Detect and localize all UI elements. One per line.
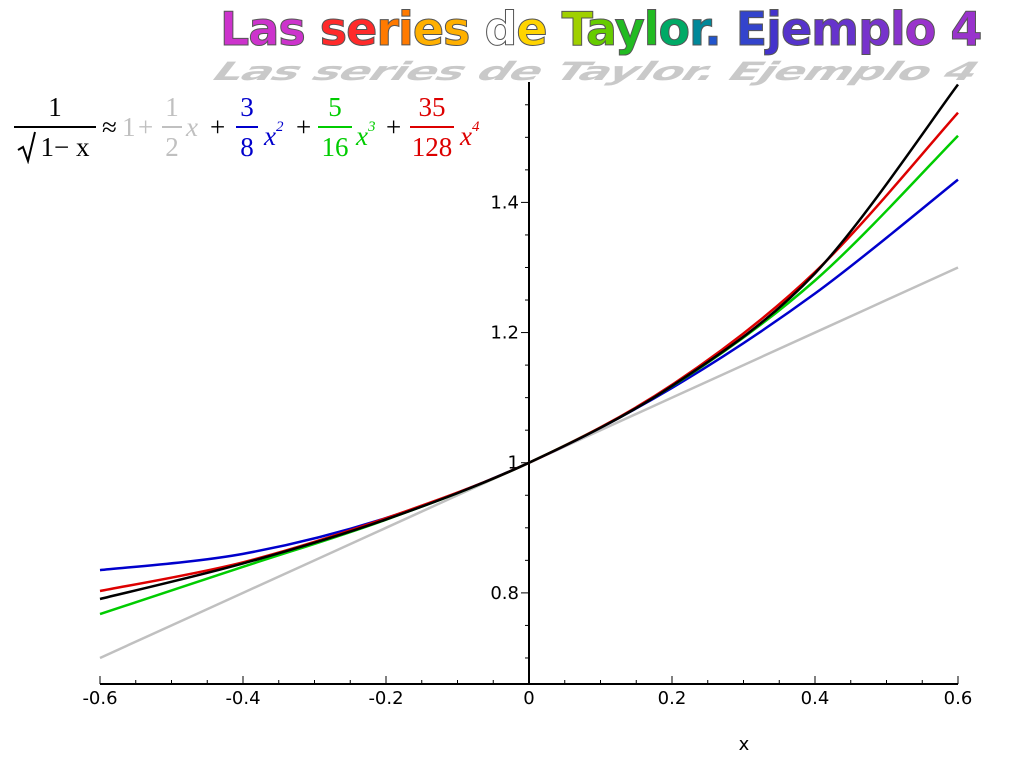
term-4-exponent: 4: [471, 119, 480, 135]
title-letter: o: [658, 2, 691, 57]
plus-3: +: [296, 112, 312, 142]
plus-1: +: [138, 112, 154, 142]
title-letter: T: [561, 2, 587, 57]
title-letter: [469, 2, 484, 56]
title-letter: i: [398, 2, 415, 57]
title-letter: y: [614, 2, 645, 57]
x-tick-label: 0.2: [658, 688, 687, 709]
title-letter: .: [704, 2, 723, 57]
term-4-numerator: 35: [418, 92, 446, 122]
title-letter: m: [811, 2, 860, 57]
title-shadow: Las series de Taylor. Ejemplo 4: [204, 56, 989, 86]
title-letter: L: [219, 2, 249, 57]
title-letter: l: [890, 2, 907, 57]
title-letter: s: [278, 2, 306, 57]
term-2-variable: x2: [264, 110, 283, 153]
x-tick-label: 0.6: [944, 688, 973, 709]
title-letter: e: [346, 2, 378, 57]
term-1-denominator: 2: [165, 132, 179, 162]
title-letter: r: [376, 2, 400, 57]
term-0: 1: [122, 112, 136, 142]
title-letter: l: [643, 2, 660, 57]
term-4-fraction: 35 128: [410, 90, 454, 164]
title-letter: e: [412, 2, 444, 57]
slide-title: Las series de Taylor. Ejemplo 4 Las seri…: [204, 2, 988, 87]
term-2-numerator: 3: [240, 92, 254, 122]
term-4-bar: [410, 126, 454, 128]
term-3-fraction: 5 16: [318, 90, 352, 164]
title-letter: [305, 2, 320, 56]
term-2-x: x: [264, 121, 276, 151]
title-letter: [547, 2, 562, 56]
term-2-fraction: 3 8: [236, 90, 258, 164]
term-4-variable: x4: [460, 110, 479, 153]
x-tick-label: 0.4: [801, 688, 830, 709]
x-tick-label: 0: [523, 688, 534, 709]
y-tick-label: 1.2: [490, 323, 519, 344]
title-letter: 4: [950, 2, 983, 57]
x-axis-label: x: [739, 734, 750, 755]
term-3-x: x: [356, 121, 368, 151]
term-2-bar: [236, 126, 258, 128]
term-3-exponent: 3: [367, 119, 376, 135]
term-2-denominator: 8: [240, 132, 254, 162]
x-tick-label: -0.4: [225, 688, 260, 709]
title-letter: s: [319, 2, 347, 57]
lhs-bar: [14, 126, 96, 128]
title-letter: e: [780, 2, 812, 57]
title-letter: [935, 2, 950, 56]
title-letter: [721, 2, 736, 56]
term-4-denominator: 128: [411, 132, 453, 162]
term-2-exponent: 2: [275, 119, 284, 135]
title-letter: d: [484, 2, 518, 57]
title-letter: a: [586, 2, 617, 57]
y-tick-label: 1.4: [490, 192, 519, 213]
lhs-numerator: 1: [48, 92, 62, 122]
title-letter: E: [735, 2, 767, 57]
title-letter: r: [689, 2, 706, 57]
title-letter: a: [248, 2, 280, 57]
plus-2: +: [210, 112, 226, 142]
term-3-variable: x3: [356, 110, 375, 153]
term-1-variable: x: [186, 112, 198, 142]
term-1-numerator: 1: [165, 92, 179, 122]
x-tick-label: -0.2: [368, 688, 403, 709]
term-4-x: x: [460, 121, 472, 151]
x-tick-label: -0.6: [82, 688, 117, 709]
title-letter: p: [858, 2, 892, 57]
lhs-fraction: 1 1− x: [14, 90, 96, 164]
sqrt-icon: [17, 131, 36, 164]
y-tick-label: 0.8: [490, 583, 519, 604]
term-1-bar: [162, 126, 182, 128]
title-text: Las series de Taylor. Ejemplo 4: [219, 2, 983, 57]
plus-4: +: [386, 112, 402, 142]
y-tick-label: 1: [508, 453, 519, 474]
approx-symbol: ≈: [102, 112, 117, 142]
term-3-numerator: 5: [328, 92, 342, 122]
term-3-denominator: 16: [321, 132, 349, 162]
title-letter: o: [904, 2, 937, 57]
series-line-4: [99, 83, 959, 601]
term-1-fraction: 1 2: [162, 90, 182, 164]
title-letter: j: [766, 2, 783, 57]
lhs-denominator: 1− x: [14, 130, 96, 164]
term-3-bar: [318, 126, 352, 128]
title-letter: s: [443, 2, 471, 57]
title-letter: e: [516, 2, 548, 57]
